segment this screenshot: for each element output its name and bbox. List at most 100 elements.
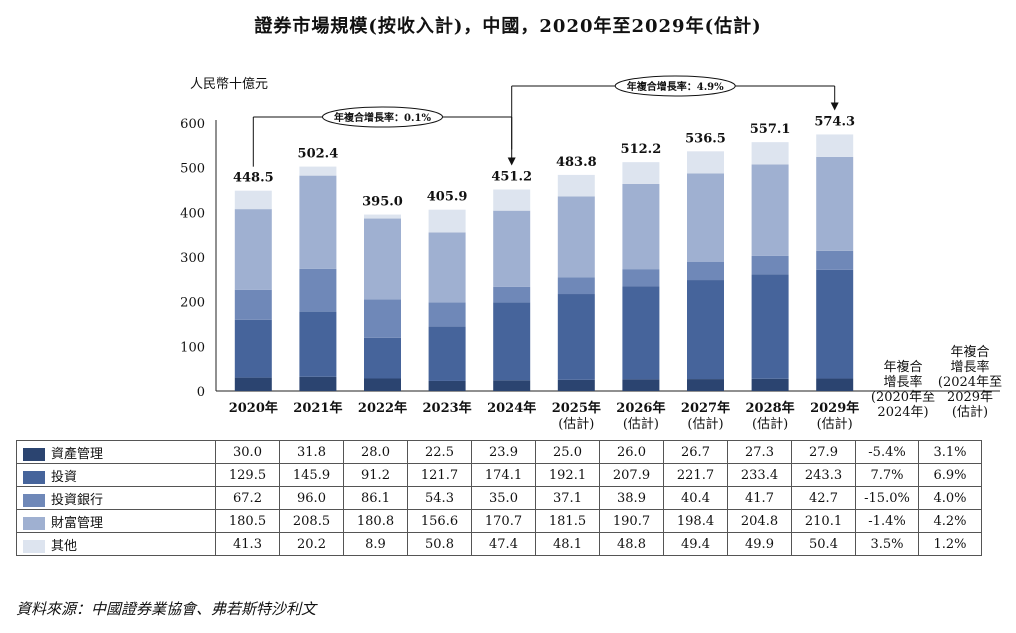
x-tick-label: 2025年: [552, 400, 601, 416]
value-cell: 22.5: [407, 440, 472, 464]
value-cell: 26.0: [599, 440, 664, 464]
y-tick-label: 300: [180, 251, 205, 266]
x-tick-label: 2020年: [229, 400, 278, 416]
bar-segment: [364, 218, 401, 300]
cagr-cell: 4.2%: [918, 509, 982, 533]
cagr-annotation-1: 年複合增長率：0.1%: [334, 111, 431, 124]
value-cell: 48.8: [599, 532, 664, 556]
bar-segment: [557, 196, 595, 278]
legend-swatch: [23, 516, 45, 530]
total-label: 405.9: [427, 190, 468, 205]
value-cell: 35.0: [471, 486, 536, 510]
series-name-cell: 投資: [16, 463, 216, 487]
value-cell: 192.1: [535, 463, 600, 487]
bar-segment: [816, 250, 854, 270]
series-name-cell: 資產管理: [16, 440, 216, 464]
cagr-cell: 4.0%: [918, 486, 982, 510]
value-cell: 26.7: [663, 440, 728, 464]
series-name: 投資銀行: [51, 492, 104, 508]
x-tick-label: (估計): [752, 416, 788, 432]
x-tick-label: 2024年: [487, 400, 536, 416]
y-tick-label: 400: [180, 206, 205, 221]
total-label: 502.4: [298, 147, 339, 162]
total-label: 574.3: [814, 114, 855, 129]
bar-segment: [622, 286, 660, 380]
value-cell: 27.3: [727, 440, 792, 464]
cagr-bubble: [614, 75, 736, 97]
table-row: 資產管理 30.0 31.8 28.0 22.5 23.9 25.0 26.0 26.7 27.3…: [16, 440, 982, 464]
cagr-header-2: (2024年至: [938, 375, 1002, 390]
y-axis-unit-label: 人民幣十億元: [190, 76, 268, 92]
total-label: 451.2: [491, 170, 532, 185]
bar-segment: [428, 380, 466, 391]
legend-swatch: [23, 447, 45, 461]
bar-segment: [557, 379, 595, 391]
bar-segment: [428, 326, 466, 381]
bar-segment: [622, 379, 660, 391]
cagr-header-1: 2024年): [877, 405, 928, 420]
cagr-header-1: (2020年至: [871, 390, 935, 405]
x-tick-label: 2023年: [423, 400, 472, 416]
bar-segment: [687, 151, 724, 174]
total-label: 512.2: [621, 142, 662, 157]
value-cell: 49.9: [727, 532, 792, 556]
series-name: 其他: [51, 538, 78, 554]
bar-segment: [622, 269, 660, 287]
total-label: 557.1: [750, 122, 791, 137]
value-cell: 25.0: [535, 440, 600, 464]
bar-segment: [299, 311, 337, 377]
total-label: 448.5: [233, 171, 274, 186]
value-cell: 198.4: [663, 509, 728, 533]
value-cell: 28.0: [343, 440, 408, 464]
series-name: 資產管理: [51, 446, 104, 462]
total-label: 483.8: [556, 155, 597, 170]
value-cell: 207.9: [599, 463, 664, 487]
value-cell: 190.7: [599, 509, 664, 533]
x-tick-label: 2026年: [616, 400, 665, 416]
cagr-cell: -5.4%: [855, 440, 919, 464]
value-cell: 49.4: [663, 532, 728, 556]
cagr-annotation-2: 年複合增長率：4.9%: [627, 80, 724, 93]
value-cell: 181.5: [535, 509, 600, 533]
value-cell: 27.9: [791, 440, 856, 464]
value-cell: 23.9: [471, 440, 536, 464]
bar-segment: [364, 378, 401, 391]
series-name-cell: 財富管理: [16, 509, 216, 533]
x-tick-label: (估計): [558, 416, 594, 432]
value-cell: 37.1: [535, 486, 600, 510]
bar-segment: [751, 378, 789, 391]
x-tick-label: (估計): [687, 416, 723, 432]
legend-swatch: [23, 493, 45, 507]
table-row: 其他 41.3 20.2 8.9 50.8 47.4 48.1 48.8 49.4 49.9 50.…: [16, 532, 982, 556]
bar-segment: [299, 376, 337, 391]
cagr-cell: 3.1%: [918, 440, 982, 464]
cagr-header-1: 年複合: [883, 359, 922, 375]
y-tick-label: 0: [197, 385, 205, 400]
value-cell: 67.2: [215, 486, 280, 510]
x-tick-label: 2028年: [746, 400, 795, 416]
series-name-cell: 投資銀行: [16, 486, 216, 510]
data-table: 資產管理 30.0 31.8 28.0 22.5 23.9 25.0 26.0 26.7 27.3…: [16, 440, 982, 556]
value-cell: 31.8: [279, 440, 344, 464]
bar-segment: [299, 166, 337, 176]
bar-segment: [687, 262, 724, 281]
series-name-cell: 其他: [16, 532, 216, 556]
bar-segment: [751, 142, 789, 165]
bar-segment: [687, 379, 724, 391]
cagr-cell: -1.4%: [855, 509, 919, 533]
y-tick-label: 100: [180, 340, 205, 355]
cagr-header-2: 2029年: [947, 390, 993, 405]
legend-swatch: [23, 539, 45, 553]
value-cell: 30.0: [215, 440, 280, 464]
value-cell: 156.6: [407, 509, 472, 533]
legend-swatch: [23, 470, 45, 484]
bar-segment: [687, 280, 724, 380]
bar-segment: [428, 302, 466, 327]
bar-segment: [428, 232, 466, 303]
cagr-bubble: [322, 106, 443, 128]
cagr-header-2: 增長率: [950, 359, 989, 375]
bar-segment: [622, 162, 660, 184]
value-cell: 208.5: [279, 509, 344, 533]
cagr-cell: -15.0%: [855, 486, 919, 510]
bar-segment: [557, 294, 595, 380]
